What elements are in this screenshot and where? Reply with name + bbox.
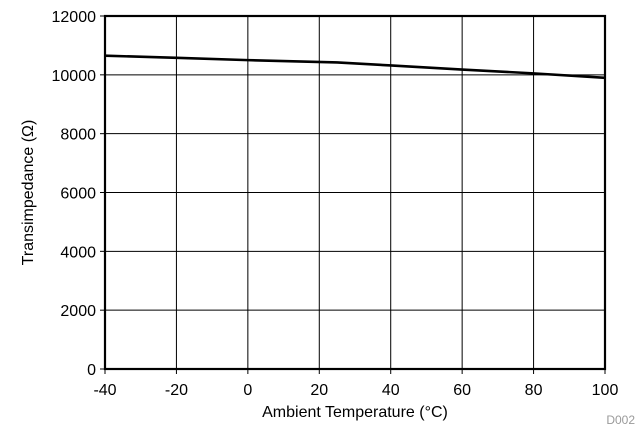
y-tick-labels: 0 2000 4000 6000 8000 10000 12000	[52, 9, 105, 379]
series-layer	[104, 54, 606, 80]
x-tick-label: 100	[592, 382, 619, 399]
y-tick-label: 2000	[60, 303, 96, 320]
figure-id: D002	[606, 413, 635, 427]
y-tick-label: 0	[87, 362, 96, 379]
y-tick-label: 6000	[60, 186, 96, 203]
x-tick-label: 60	[453, 382, 471, 399]
grid	[104, 15, 606, 370]
x-tick-label: -40	[93, 382, 116, 399]
series-line-0	[104, 54, 606, 80]
y-tick-label: 12000	[52, 9, 97, 26]
x-tick-label: 80	[525, 382, 543, 399]
y-tick-label: 10000	[52, 68, 97, 85]
y-tick-label: 4000	[60, 244, 96, 261]
x-axis-label: Ambient Temperature (°C)	[262, 404, 448, 421]
y-axis-label: Transimpedance (Ω)	[20, 120, 37, 266]
y-tick-label: 8000	[60, 127, 96, 144]
x-tick-label: 0	[243, 382, 252, 399]
x-tick-label: -20	[165, 382, 188, 399]
x-tick-label: 20	[310, 382, 328, 399]
x-tick-label: 40	[382, 382, 400, 399]
x-tick-labels: -40 -20 0 20 40 60 80 100	[93, 369, 618, 399]
